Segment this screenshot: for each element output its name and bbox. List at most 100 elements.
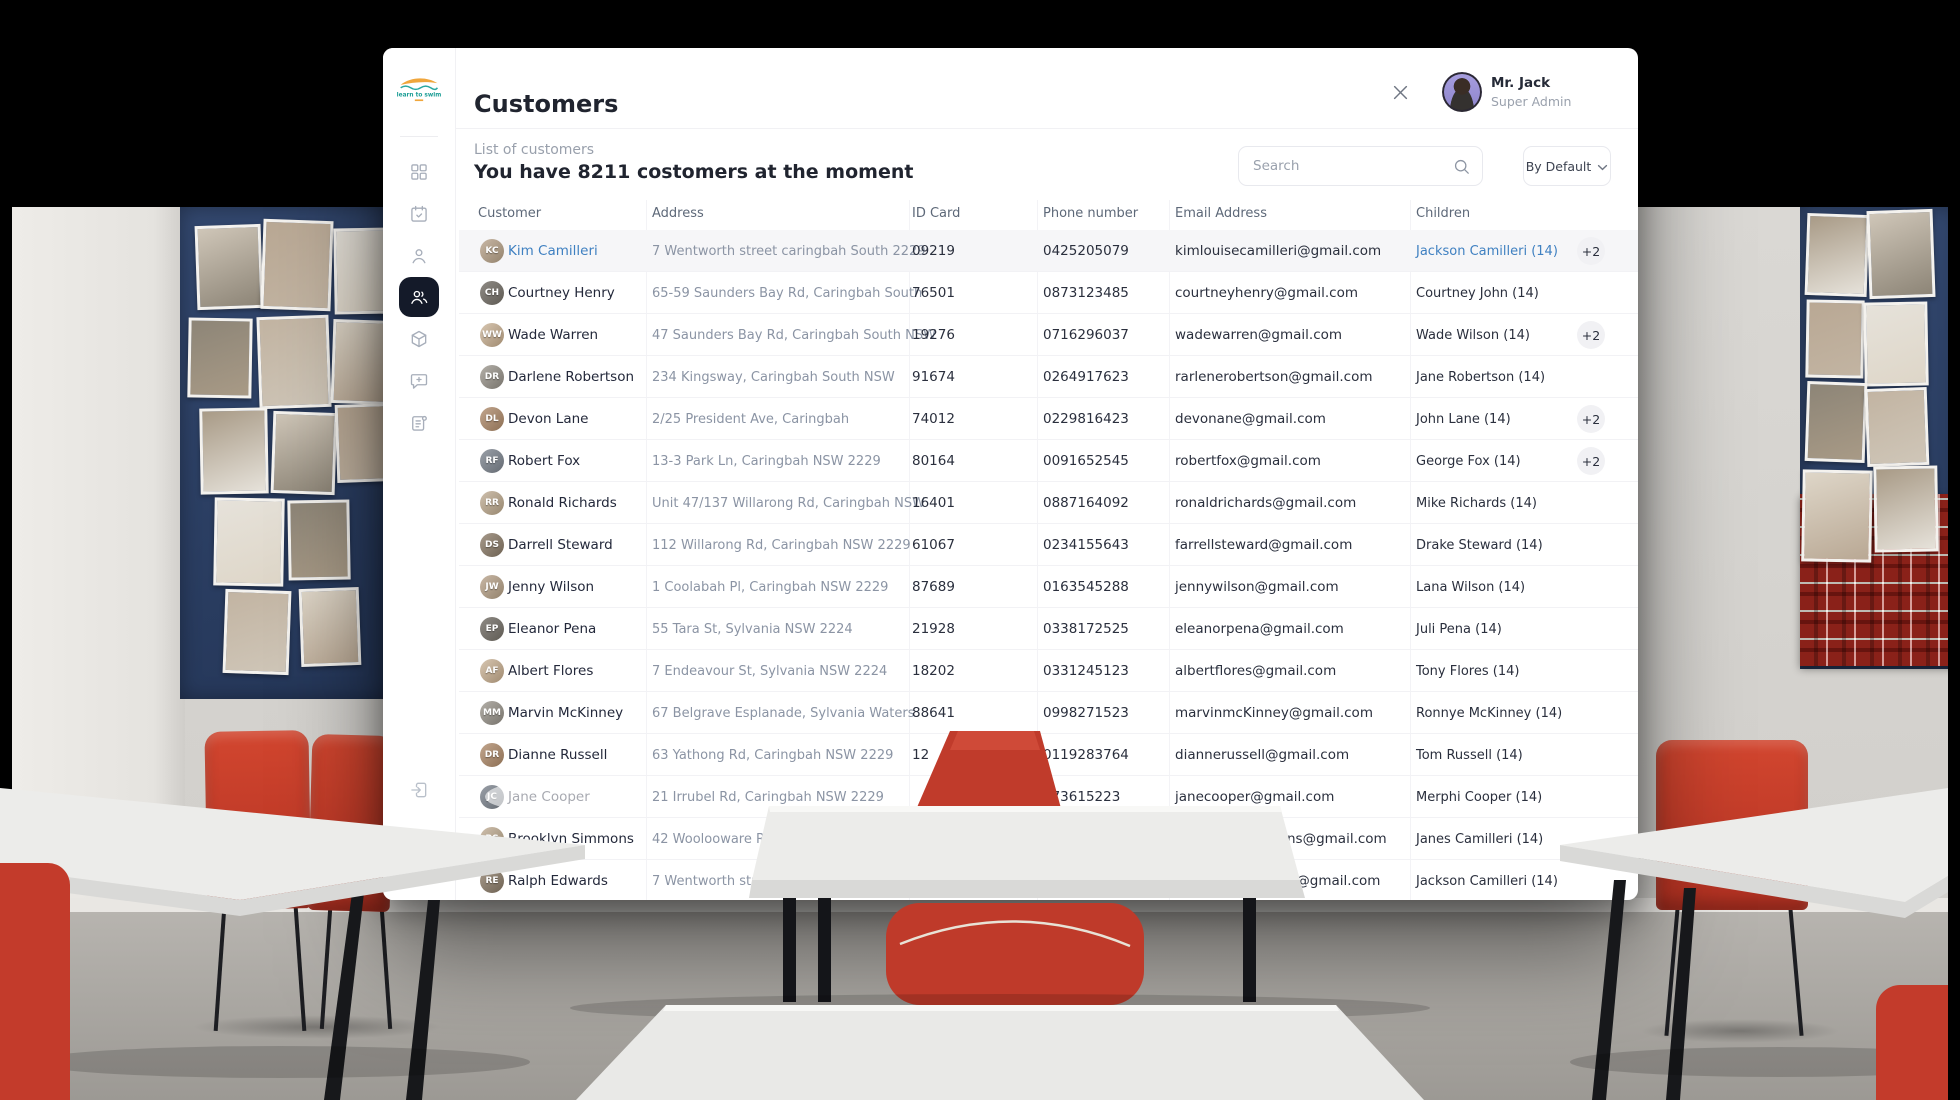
customer-phone: 0425205079	[1043, 243, 1129, 259]
sidebar-item-package[interactable]	[399, 319, 439, 359]
table-row[interactable]: MM Marvin McKinney 67 Belgrave Esplanade, …	[459, 692, 1638, 734]
column-header-id-card[interactable]: ID Card	[912, 206, 961, 221]
column-header-children[interactable]: Children	[1416, 206, 1471, 221]
column-separator	[1169, 200, 1170, 900]
customer-address: 234 Kingsway, Caringbah South NSW	[652, 369, 895, 385]
customer-avatar: CH	[480, 281, 504, 305]
customer-count-heading: You have 8211 costomers at the moment	[474, 161, 914, 183]
search-input[interactable]	[1239, 147, 1482, 185]
customer-children: Merphi Cooper (14)	[1416, 789, 1543, 805]
customer-name: Eleanor Pena	[508, 621, 597, 637]
sidebar-item-calendar-check[interactable]	[399, 194, 439, 234]
customer-email: albertflores@gmail.com	[1175, 663, 1337, 679]
customer-id-card: 18202	[912, 663, 955, 679]
red-chair	[307, 733, 395, 913]
customer-name: Ralph Edwards	[508, 873, 608, 889]
customer-address: 112 Willarong Rd, Caringbah NSW 2229	[652, 537, 911, 553]
sidebar-item-user[interactable]	[399, 236, 439, 276]
table-row[interactable]: WW Wade Warren 47 Saunders Bay Rd, Caringb…	[459, 314, 1638, 356]
customer-email: ri@gmail.com	[1287, 873, 1381, 889]
sort-dropdown-label: By Default	[1525, 158, 1592, 174]
customer-id-card: 87689	[912, 579, 955, 595]
customer-name: Dianne Russell	[508, 747, 608, 763]
customer-phone: 0331245123	[1043, 663, 1129, 679]
customer-email: janecooper@gmail.com	[1175, 789, 1335, 805]
search-icon	[1452, 157, 1471, 176]
customer-name: Devon Lane	[508, 411, 589, 427]
column-separator	[646, 200, 647, 900]
customer-address: 55 Tara St, Sylvania NSW 2224	[652, 621, 853, 637]
customer-phone: 0119283764	[1043, 747, 1129, 763]
customer-children: Courtney John (14)	[1416, 285, 1539, 301]
sidebar-item-logout[interactable]	[399, 770, 439, 810]
more-children-badge[interactable]: +2	[1577, 405, 1605, 433]
table-row[interactable]: RR Ronald Richards Unit 47/137 Willarong R…	[459, 482, 1638, 524]
sort-dropdown[interactable]: By Default	[1523, 146, 1611, 186]
pinned-photo	[213, 497, 285, 587]
sidebar-item-chat-add[interactable]	[399, 361, 439, 401]
pinned-photo	[1863, 301, 1929, 387]
customer-avatar: JC	[480, 785, 504, 809]
table-row[interactable]: JW Jenny Wilson 1 Coolabah Pl, Caringbah N…	[459, 566, 1638, 608]
sidebar-item-dashboard-grid[interactable]	[399, 152, 439, 192]
table-row[interactable]: DS Darrell Steward 112 Willarong Rd, Carin…	[459, 524, 1638, 566]
table-row[interactable]: AF Albert Flores 7 Endeavour St, Sylvania …	[459, 650, 1638, 692]
column-header-phone[interactable]: Phone number	[1043, 206, 1139, 221]
column-header-customer[interactable]: Customer	[478, 206, 542, 221]
customer-phone: 0716296037	[1043, 327, 1129, 343]
user-avatar[interactable]	[1442, 72, 1482, 112]
column-header-address[interactable]: Address	[652, 206, 704, 221]
customer-phone: 0998271523	[1043, 705, 1129, 721]
customer-phone: 0873123485	[1043, 285, 1129, 301]
customer-id-card: 19276	[912, 327, 955, 343]
sidebar-item-notes[interactable]	[399, 403, 439, 443]
table-row[interactable]: CH Courtney Henry 65-59 Saunders Bay Rd, C…	[459, 272, 1638, 314]
customer-id-card: 61067	[912, 537, 955, 553]
user-name: Mr. Jack	[1491, 75, 1551, 91]
table-row[interactable]: DL Devon Lane 2/25 President Ave, Caringba…	[459, 398, 1638, 440]
table-row[interactable]: JC Jane Cooper 21 Irrubel Rd, Caringbah NS…	[459, 776, 1638, 818]
customer-children: Wade Wilson (14)	[1416, 327, 1530, 343]
customer-avatar: JW	[480, 575, 504, 599]
table-row[interactable]: BS Brooklyn Simmons 42 Woolooware Rd, W ns@…	[459, 818, 1638, 860]
customer-avatar: DS	[480, 533, 504, 557]
customer-name: Robert Fox	[508, 453, 581, 469]
more-children-badge[interactable]: +2	[1577, 447, 1605, 475]
table-row[interactable]: KC Kim Camilleri 7 Wentworth street caring…	[459, 230, 1638, 272]
pinned-photo	[287, 499, 351, 581]
pinned-photo	[298, 586, 362, 668]
table-row[interactable]: EP Eleanor Pena 55 Tara St, Sylvania NSW 2…	[459, 608, 1638, 650]
pinned-photo	[270, 410, 338, 496]
customer-avatar: BS	[480, 827, 504, 851]
red-chair	[1656, 740, 1808, 910]
table-row[interactable]: DR Dianne Russell 63 Yathong Rd, Caringbah…	[459, 734, 1638, 776]
table-row[interactable]: DR Darlene Robertson 234 Kingsway, Caringb…	[459, 356, 1638, 398]
customer-name: Ronald Richards	[508, 495, 617, 511]
customer-id-card: 80164	[912, 453, 955, 469]
customer-address: 7 Wentworth stre	[652, 873, 765, 889]
table-row[interactable]: RF Robert Fox 13-3 Park Ln, Caringbah NSW …	[459, 440, 1638, 482]
customer-children: Drake Steward (14)	[1416, 537, 1543, 553]
customer-phone: 073615223	[1043, 789, 1121, 805]
table-row[interactable]: RE Ralph Edwards 7 Wentworth stre ri@gmail.…	[459, 860, 1638, 900]
search-box	[1238, 146, 1483, 186]
customer-id-card: 09219	[912, 243, 955, 259]
pinned-photo	[260, 218, 334, 312]
customer-address: 2/25 President Ave, Caringbah	[652, 411, 850, 427]
customer-address: 47 Saunders Bay Rd, Caringbah South NSW	[652, 327, 936, 343]
customer-phone: 0091652545	[1043, 453, 1129, 469]
red-chair	[204, 730, 312, 910]
sidebar-item-users[interactable]	[399, 277, 439, 317]
customer-id-card: 21928	[912, 621, 955, 637]
more-children-badge[interactable]: +2	[1577, 321, 1605, 349]
close-button[interactable]	[1382, 74, 1418, 110]
customers-window: learn to swim Customers Mr. Jack Super A…	[383, 48, 1638, 900]
column-header-email[interactable]: Email Address	[1175, 206, 1267, 221]
customer-phone: 0338172525	[1043, 621, 1129, 637]
more-children-badge[interactable]: +2	[1577, 237, 1605, 265]
table-header: Customer Address ID Card Phone number Em…	[459, 200, 1638, 230]
customer-avatar: DL	[480, 407, 504, 431]
customer-children: Jane Robertson (14)	[1416, 369, 1546, 385]
customer-address: 7 Wentworth street caringbah South 2229	[652, 243, 926, 259]
pinned-photo	[1873, 465, 1939, 553]
